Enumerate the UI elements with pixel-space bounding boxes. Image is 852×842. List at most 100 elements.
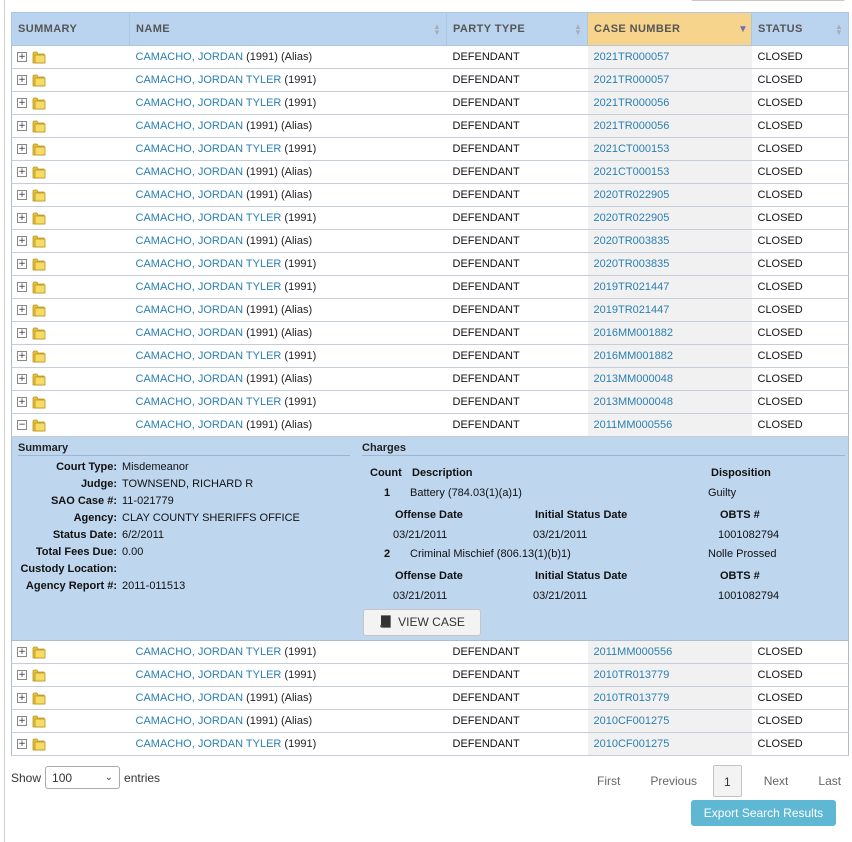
folder-icon[interactable] <box>32 280 46 294</box>
search-field-fragment[interactable] <box>690 0 846 1</box>
case-number-link[interactable]: 2020TR003835 <box>593 235 670 247</box>
party-name-link[interactable]: CAMACHO, JORDAN TYLER <box>135 143 282 155</box>
expand-icon[interactable]: + <box>17 167 27 177</box>
party-name-link[interactable]: CAMACHO, JORDAN <box>135 189 244 201</box>
folder-icon[interactable] <box>32 737 46 751</box>
case-number-link[interactable]: 2010CF001275 <box>593 715 670 727</box>
folder-icon[interactable] <box>32 326 46 340</box>
party-name-link[interactable]: CAMACHO, JORDAN TYLER <box>135 97 282 109</box>
case-number-link[interactable]: 2021TR000057 <box>593 74 670 86</box>
expand-icon[interactable]: + <box>17 190 27 200</box>
party-name-link[interactable]: CAMACHO, JORDAN TYLER <box>135 258 282 270</box>
export-search-results-button[interactable]: Export Search Results <box>691 800 836 826</box>
header-name[interactable]: NAME ▲ ▼ <box>129 12 447 46</box>
case-number-link[interactable]: 2016MM001882 <box>593 327 674 339</box>
case-number-link[interactable]: 2013MM000048 <box>593 373 674 385</box>
expand-icon[interactable]: + <box>17 670 27 680</box>
expand-icon[interactable]: + <box>17 328 27 338</box>
expand-icon[interactable]: + <box>17 52 27 62</box>
case-number-link[interactable]: 2010CF001275 <box>593 738 670 750</box>
case-number-link[interactable]: 2021TR000057 <box>593 51 670 63</box>
header-case-number[interactable]: CASE NUMBER ▼ <box>587 12 752 46</box>
case-number-link[interactable]: 2010TR013779 <box>593 669 670 681</box>
pager-previous[interactable]: Previous <box>650 774 698 788</box>
header-status[interactable]: STATUS ▲ ▼ <box>751 12 849 46</box>
case-number-link[interactable]: 2021CT000153 <box>593 166 670 178</box>
party-name-link[interactable]: CAMACHO, JORDAN <box>135 327 244 339</box>
folder-icon[interactable] <box>32 691 46 705</box>
party-name-link[interactable]: CAMACHO, JORDAN <box>135 51 244 63</box>
case-number-link[interactable]: 2011MM000556 <box>593 646 673 658</box>
party-name-link[interactable]: CAMACHO, JORDAN <box>135 692 244 704</box>
folder-icon[interactable] <box>32 418 46 432</box>
party-name-link[interactable]: CAMACHO, JORDAN TYLER <box>135 669 282 681</box>
pager-first[interactable]: First <box>597 774 621 788</box>
pager-next[interactable]: Next <box>763 774 789 788</box>
case-number-link[interactable]: 2021TR000056 <box>593 97 670 109</box>
case-number-link[interactable]: 2019TR021447 <box>593 304 670 316</box>
expand-icon[interactable]: + <box>17 716 27 726</box>
folder-icon[interactable] <box>32 234 46 248</box>
party-name-link[interactable]: CAMACHO, JORDAN TYLER <box>135 396 282 408</box>
folder-icon[interactable] <box>32 372 46 386</box>
folder-icon[interactable] <box>32 668 46 682</box>
party-name-link[interactable]: CAMACHO, JORDAN <box>135 166 244 178</box>
folder-icon[interactable] <box>32 165 46 179</box>
expand-icon[interactable]: + <box>17 305 27 315</box>
folder-icon[interactable] <box>32 96 46 110</box>
folder-icon[interactable] <box>32 303 46 317</box>
folder-icon[interactable] <box>32 349 46 363</box>
case-number-link[interactable]: 2020TR022905 <box>593 189 670 201</box>
folder-icon[interactable] <box>32 119 46 133</box>
expand-icon[interactable]: + <box>17 647 27 657</box>
case-number-link[interactable]: 2011MM000556 <box>593 419 673 431</box>
folder-icon[interactable] <box>32 211 46 225</box>
expand-icon[interactable]: + <box>17 121 27 131</box>
expand-icon[interactable]: + <box>17 374 27 384</box>
case-number-link[interactable]: 2021CT000153 <box>593 143 670 155</box>
case-number-link[interactable]: 2016MM001882 <box>593 350 674 362</box>
header-party-type[interactable]: PARTY TYPE ▲ ▼ <box>446 12 588 46</box>
folder-icon[interactable] <box>32 73 46 87</box>
expand-icon[interactable]: + <box>17 397 27 407</box>
folder-icon[interactable] <box>32 188 46 202</box>
expand-icon[interactable]: + <box>17 75 27 85</box>
case-number-link[interactable]: 2021TR000056 <box>593 120 670 132</box>
folder-icon[interactable] <box>32 50 46 64</box>
folder-icon[interactable] <box>32 142 46 156</box>
expand-icon[interactable]: + <box>17 236 27 246</box>
party-name-link[interactable]: CAMACHO, JORDAN TYLER <box>135 74 282 86</box>
expand-icon[interactable]: + <box>17 213 27 223</box>
entries-select[interactable]: 100 ⌄ <box>45 766 121 789</box>
case-number-link[interactable]: 2019TR021447 <box>593 281 670 293</box>
expand-icon[interactable]: + <box>17 282 27 292</box>
expand-icon[interactable]: + <box>17 259 27 269</box>
view-case-button[interactable]: VIEW CASE <box>363 609 481 636</box>
party-name-link[interactable]: CAMACHO, JORDAN TYLER <box>135 646 282 658</box>
collapse-icon[interactable]: − <box>17 420 27 430</box>
party-name-link[interactable]: CAMACHO, JORDAN TYLER <box>135 212 282 224</box>
expand-icon[interactable]: + <box>17 351 27 361</box>
party-name-link[interactable]: CAMACHO, JORDAN <box>135 304 244 316</box>
party-name-link[interactable]: CAMACHO, JORDAN <box>135 419 244 431</box>
pager-page-1[interactable]: 1 <box>713 765 742 797</box>
party-name-link[interactable]: CAMACHO, JORDAN <box>135 373 244 385</box>
expand-icon[interactable]: + <box>17 739 27 749</box>
case-number-link[interactable]: 2020TR003835 <box>593 258 670 270</box>
pager-last[interactable]: Last <box>818 774 842 788</box>
case-number-link[interactable]: 2020TR022905 <box>593 212 670 224</box>
party-name-link[interactable]: CAMACHO, JORDAN <box>135 120 244 132</box>
party-name-link[interactable]: CAMACHO, JORDAN <box>135 715 244 727</box>
expand-icon[interactable]: + <box>17 144 27 154</box>
expand-icon[interactable]: + <box>17 98 27 108</box>
folder-icon[interactable] <box>32 714 46 728</box>
case-number-link[interactable]: 2013MM000048 <box>593 396 674 408</box>
case-number-link[interactable]: 2010TR013779 <box>593 692 670 704</box>
party-name-link[interactable]: CAMACHO, JORDAN <box>135 235 244 247</box>
party-name-link[interactable]: CAMACHO, JORDAN TYLER <box>135 350 282 362</box>
folder-icon[interactable] <box>32 395 46 409</box>
expand-icon[interactable]: + <box>17 693 27 703</box>
folder-icon[interactable] <box>32 645 46 659</box>
party-name-link[interactable]: CAMACHO, JORDAN TYLER <box>135 281 282 293</box>
folder-icon[interactable] <box>32 257 46 271</box>
